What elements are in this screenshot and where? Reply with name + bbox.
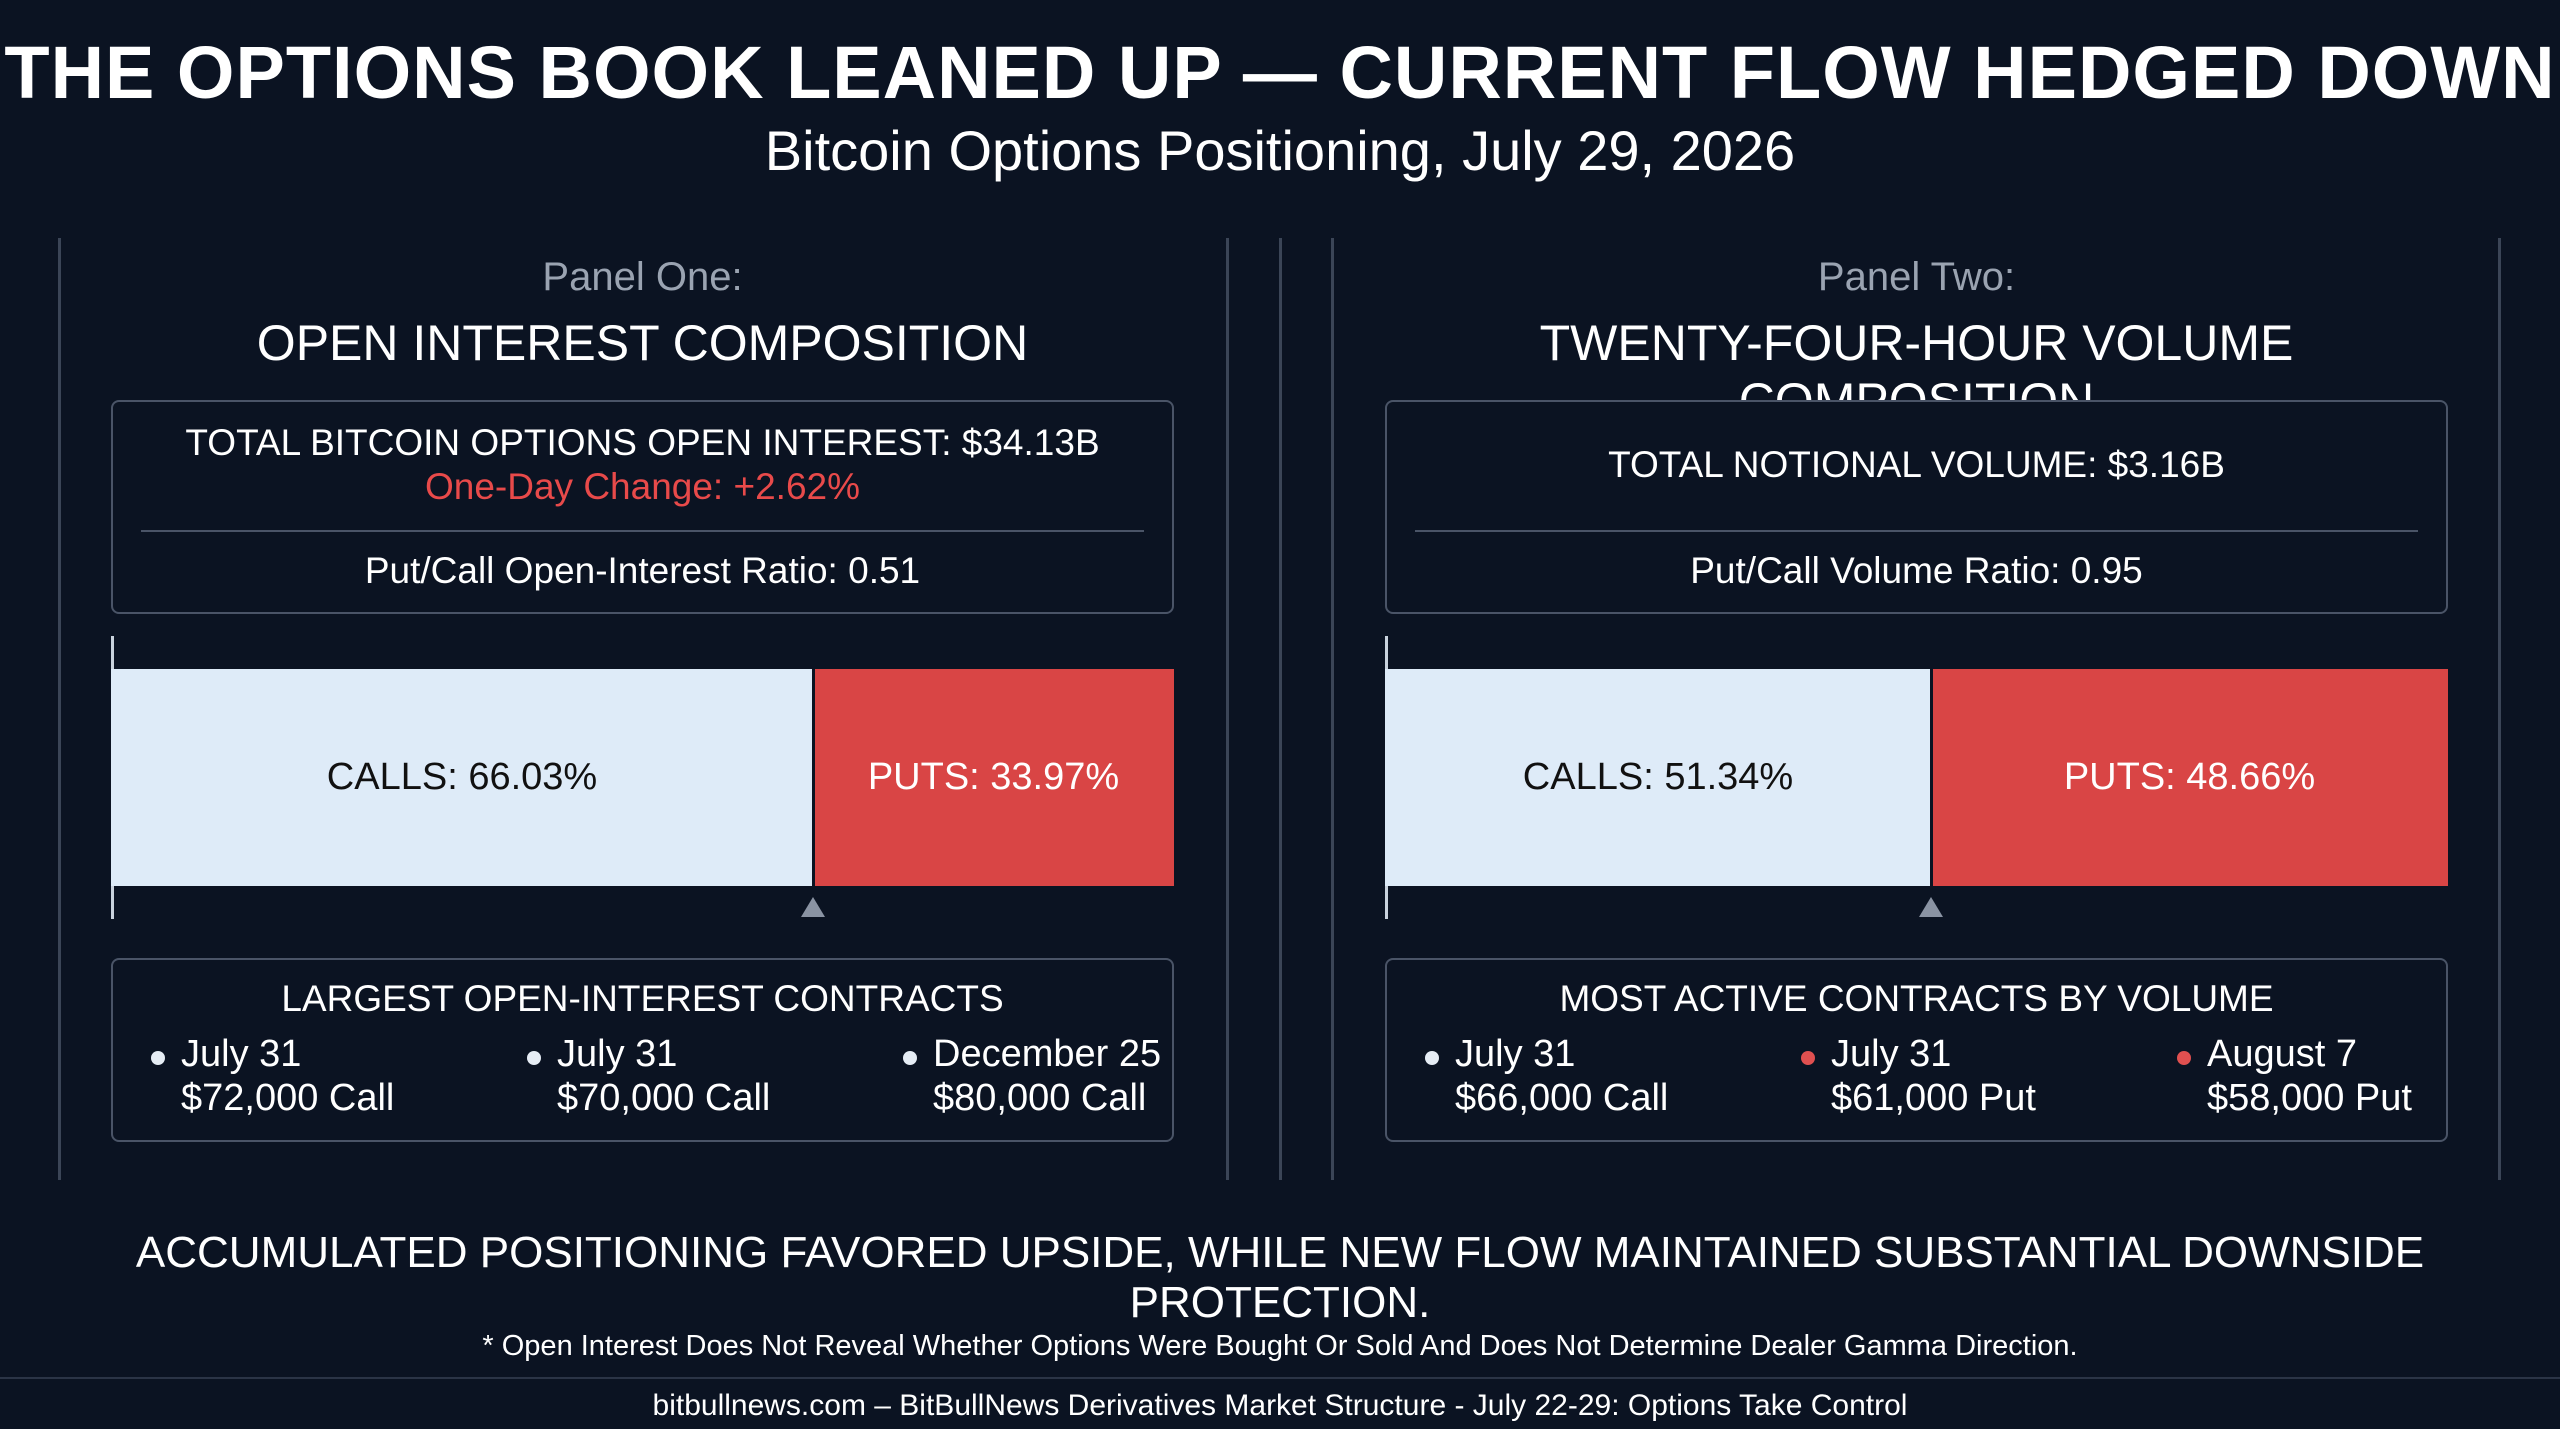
panel-one-heading: OPEN INTEREST COMPOSITION xyxy=(256,315,1029,371)
panel-two-contract-2-dot xyxy=(1801,1051,1815,1065)
panel-two-contract-3-date: August 7 xyxy=(2207,1033,2357,1075)
panel-one-contracts-box: LARGEST OPEN-INTEREST CONTRACTS July 31 … xyxy=(111,958,1174,1142)
panel-two-calls-bar: CALLS: 51.34% xyxy=(1385,669,1931,886)
panel-two-total: TOTAL NOTIONAL VOLUME: $3.16B xyxy=(1608,444,2225,485)
panel-one-total: TOTAL BITCOIN OPTIONS OPEN INTEREST: $34… xyxy=(185,422,1100,463)
panel-one-contract-3-strike: $80,000 Call xyxy=(933,1077,1147,1119)
panel-two-puts-label: PUTS: 48.66% xyxy=(2063,756,2316,798)
panel-one-contract-3-dot xyxy=(903,1051,917,1065)
panel-two-bar-divider xyxy=(1930,669,1933,886)
panel-one-contract-2-strike: $70,000 Call xyxy=(557,1077,771,1119)
panel-one-contract-2: July 31 $70,000 Call xyxy=(557,1032,770,1120)
panel-one-puts-bar: PUTS: 33.97% xyxy=(813,669,1174,886)
panel-one-contract-2-date: July 31 xyxy=(557,1033,678,1075)
frame-line-right xyxy=(2498,238,2501,1180)
panel-one-change: One-Day Change: +2.62% xyxy=(424,466,861,507)
panel-two-contracts-box: MOST ACTIVE CONTRACTS BY VOLUME July 31 … xyxy=(1385,958,2448,1142)
panel-one-summary-box: TOTAL BITCOIN OPTIONS OPEN INTEREST: $34… xyxy=(111,400,1174,614)
frame-line-center-right xyxy=(1279,238,1282,1180)
panel-two-calls-label: CALLS: 51.34% xyxy=(1522,756,1794,798)
subtitle: Bitcoin Options Positioning, July 29, 20… xyxy=(764,119,1796,182)
panel-two-contracts-title: MOST ACTIVE CONTRACTS BY VOLUME xyxy=(1559,978,2274,1019)
panel-one-contracts-title: LARGEST OPEN-INTEREST CONTRACTS xyxy=(281,978,1004,1019)
panel-two-contract-1-date: July 31 xyxy=(1455,1033,1576,1075)
panel-two-contract-2-date: July 31 xyxy=(1831,1033,1952,1075)
panel-two-contract-1-strike: $66,000 Call xyxy=(1455,1077,1669,1119)
panel-one-contract-1-strike: $72,000 Call xyxy=(181,1077,395,1119)
panel-one-kicker: Panel One: xyxy=(542,255,743,299)
panel-two-ratio: Put/Call Volume Ratio: 0.95 xyxy=(1690,550,2143,591)
panel-one-divider xyxy=(141,530,1144,532)
panel-two-contract-1: July 31 $66,000 Call xyxy=(1455,1032,1668,1120)
panel-one-puts-label: PUTS: 33.97% xyxy=(867,756,1120,798)
frame-line-center-right-inner xyxy=(1331,238,1334,1180)
footnote: * Open Interest Does Not Reveal Whether … xyxy=(482,1330,2078,1362)
frame-line-center-left xyxy=(1226,238,1229,1180)
panel-one-ratio: Put/Call Open-Interest Ratio: 0.51 xyxy=(364,550,921,591)
panel-two-contract-1-dot xyxy=(1425,1051,1439,1065)
panel-two-contract-3-strike: $58,000 Put xyxy=(2207,1077,2412,1119)
panel-two-kicker: Panel Two: xyxy=(1817,255,2016,299)
footer-divider xyxy=(0,1377,2560,1379)
panel-one-contract-1: July 31 $72,000 Call xyxy=(181,1032,394,1120)
panel-one-split-marker xyxy=(801,897,825,917)
panel-one-contract-1-dot xyxy=(151,1051,165,1065)
panel-one-bar-divider xyxy=(812,669,815,886)
panel-two-split-marker xyxy=(1919,897,1943,917)
panel-two-puts-bar: PUTS: 48.66% xyxy=(1931,669,2448,886)
frame-line-left xyxy=(58,238,61,1180)
panel-one-contract-3: December 25 $80,000 Call xyxy=(933,1032,1161,1120)
panel-two-divider xyxy=(1415,530,2418,532)
panel-one-contract-2-dot xyxy=(527,1051,541,1065)
panel-one-calls-bar: CALLS: 66.03% xyxy=(111,669,813,886)
panel-one-contract-3-date: December 25 xyxy=(933,1033,1162,1075)
panel-one-calls-label: CALLS: 66.03% xyxy=(326,756,598,798)
panel-two-contract-2-strike: $61,000 Put xyxy=(1831,1077,2036,1119)
panel-two-contract-3-dot xyxy=(2177,1051,2191,1065)
panel-one-contract-1-date: July 31 xyxy=(181,1033,302,1075)
panel-two-summary-box: TOTAL NOTIONAL VOLUME: $3.16B Put/Call V… xyxy=(1385,400,2448,614)
panel-two-contract-2: July 31 $61,000 Put xyxy=(1831,1032,2036,1120)
panel-two-contract-3: August 7 $58,000 Put xyxy=(2207,1032,2412,1120)
main-title: THE OPTIONS BOOK LEANED UP — CURRENT FLO… xyxy=(4,31,2556,114)
conclusion-text: ACCUMULATED POSITIONING FAVORED UPSIDE, … xyxy=(135,1228,2425,1327)
footer-credit: bitbullnews.com – BitBullNews Derivative… xyxy=(652,1389,1908,1422)
